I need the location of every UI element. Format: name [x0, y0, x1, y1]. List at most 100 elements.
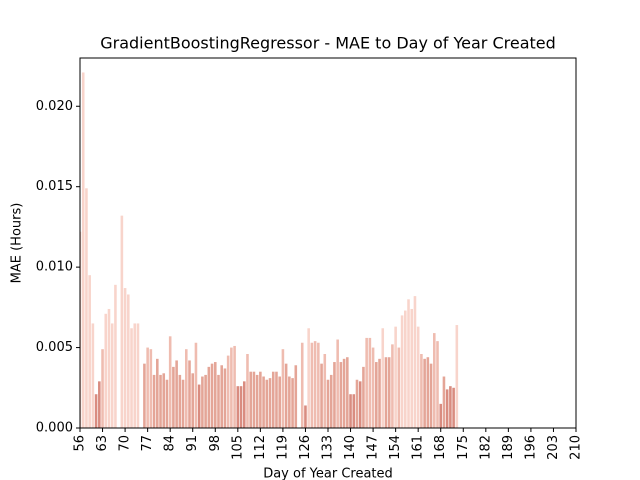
bar: [426, 357, 430, 428]
bar: [101, 349, 104, 428]
bar: [387, 357, 391, 428]
bar: [391, 344, 394, 428]
x-axis-label: Day of Year Created: [263, 467, 393, 480]
bar: [355, 379, 359, 428]
bar: [275, 371, 278, 428]
bar: [143, 363, 146, 428]
bar: [442, 376, 446, 428]
bar: [329, 374, 333, 428]
bar: [107, 308, 111, 428]
bar: [423, 358, 426, 428]
bar: [120, 215, 124, 428]
bar: [104, 313, 108, 428]
bar: [278, 376, 281, 428]
bar: [378, 358, 381, 428]
bar: [317, 342, 320, 428]
bar: [213, 362, 217, 428]
y-axis-label: MAE (Hours): [10, 203, 25, 284]
bar: [397, 347, 401, 428]
bar: [310, 342, 314, 428]
bar: [175, 360, 178, 428]
bar: [217, 374, 220, 428]
bar: [152, 374, 156, 428]
bar: [323, 354, 327, 428]
bar: [407, 299, 410, 428]
bar: [394, 326, 397, 428]
bar: [149, 349, 153, 428]
bar: [271, 371, 275, 428]
bar: [365, 337, 368, 428]
bar: [384, 357, 388, 428]
x-tick-label: 133: [321, 435, 336, 460]
x-tick-label: 196: [523, 435, 538, 460]
bar: [320, 363, 323, 428]
y-tick-label: 0.015: [36, 179, 73, 194]
x-tick-label: 182: [478, 435, 493, 460]
bar: [194, 342, 198, 428]
bar: [304, 405, 307, 428]
bar: [429, 363, 433, 428]
bar: [181, 379, 185, 428]
bar: [94, 394, 98, 428]
bar: [242, 381, 246, 428]
x-tick-label: 203: [546, 435, 561, 460]
x-tick-label: 154: [388, 435, 403, 460]
x-tick-label: 84: [163, 435, 178, 452]
bar: [226, 355, 230, 428]
bar: [371, 347, 375, 428]
bar: [432, 333, 436, 428]
bar: [265, 379, 269, 428]
bar: [255, 374, 259, 428]
x-tick-label: 70: [118, 435, 133, 452]
bar: [223, 368, 227, 428]
bar: [352, 394, 356, 428]
bar: [307, 328, 310, 428]
bar: [162, 373, 166, 428]
x-tick-label: 63: [95, 435, 110, 452]
chart-title: GradientBoostingRegressor - MAE to Day o…: [100, 34, 556, 53]
bar: [455, 325, 459, 428]
bar: [220, 365, 224, 428]
x-tick-label: 140: [343, 435, 358, 460]
bar: [262, 376, 265, 428]
bar: [381, 328, 385, 428]
bar: [326, 379, 330, 428]
x-tick-label: 161: [411, 435, 426, 460]
bar: [233, 345, 236, 428]
bar: [168, 336, 172, 428]
bar: [191, 373, 195, 428]
x-tick-label: 98: [208, 435, 223, 452]
bar: [281, 349, 285, 428]
bar: [133, 323, 137, 428]
bar: [259, 371, 262, 428]
bar: [136, 323, 140, 428]
bar: [88, 275, 91, 428]
bar: [207, 366, 211, 428]
x-tick-label: 91: [185, 435, 200, 452]
bar: [445, 389, 449, 428]
y-tick-label: 0.010: [36, 260, 73, 275]
y-tick-label: 0.020: [36, 99, 73, 114]
x-tick-label: 105: [230, 435, 245, 460]
bar: [416, 326, 420, 428]
bar: [197, 384, 201, 428]
x-tick-label: 77: [140, 435, 155, 452]
bar: [284, 363, 288, 428]
bar: [249, 371, 252, 428]
bar: [246, 354, 249, 428]
bar: [98, 381, 101, 428]
bar: [130, 328, 133, 428]
bar: [368, 337, 372, 428]
bar: [349, 394, 352, 428]
bar: [346, 357, 349, 428]
x-tick-label: 112: [253, 435, 268, 460]
bar: [375, 362, 378, 428]
x-tick-label: 56: [73, 435, 88, 452]
bar: [300, 342, 304, 428]
x-tick-label: 119: [275, 435, 290, 460]
bar: [452, 387, 455, 428]
bar: [268, 378, 272, 428]
bar: [110, 323, 114, 428]
bars: [80, 72, 459, 428]
